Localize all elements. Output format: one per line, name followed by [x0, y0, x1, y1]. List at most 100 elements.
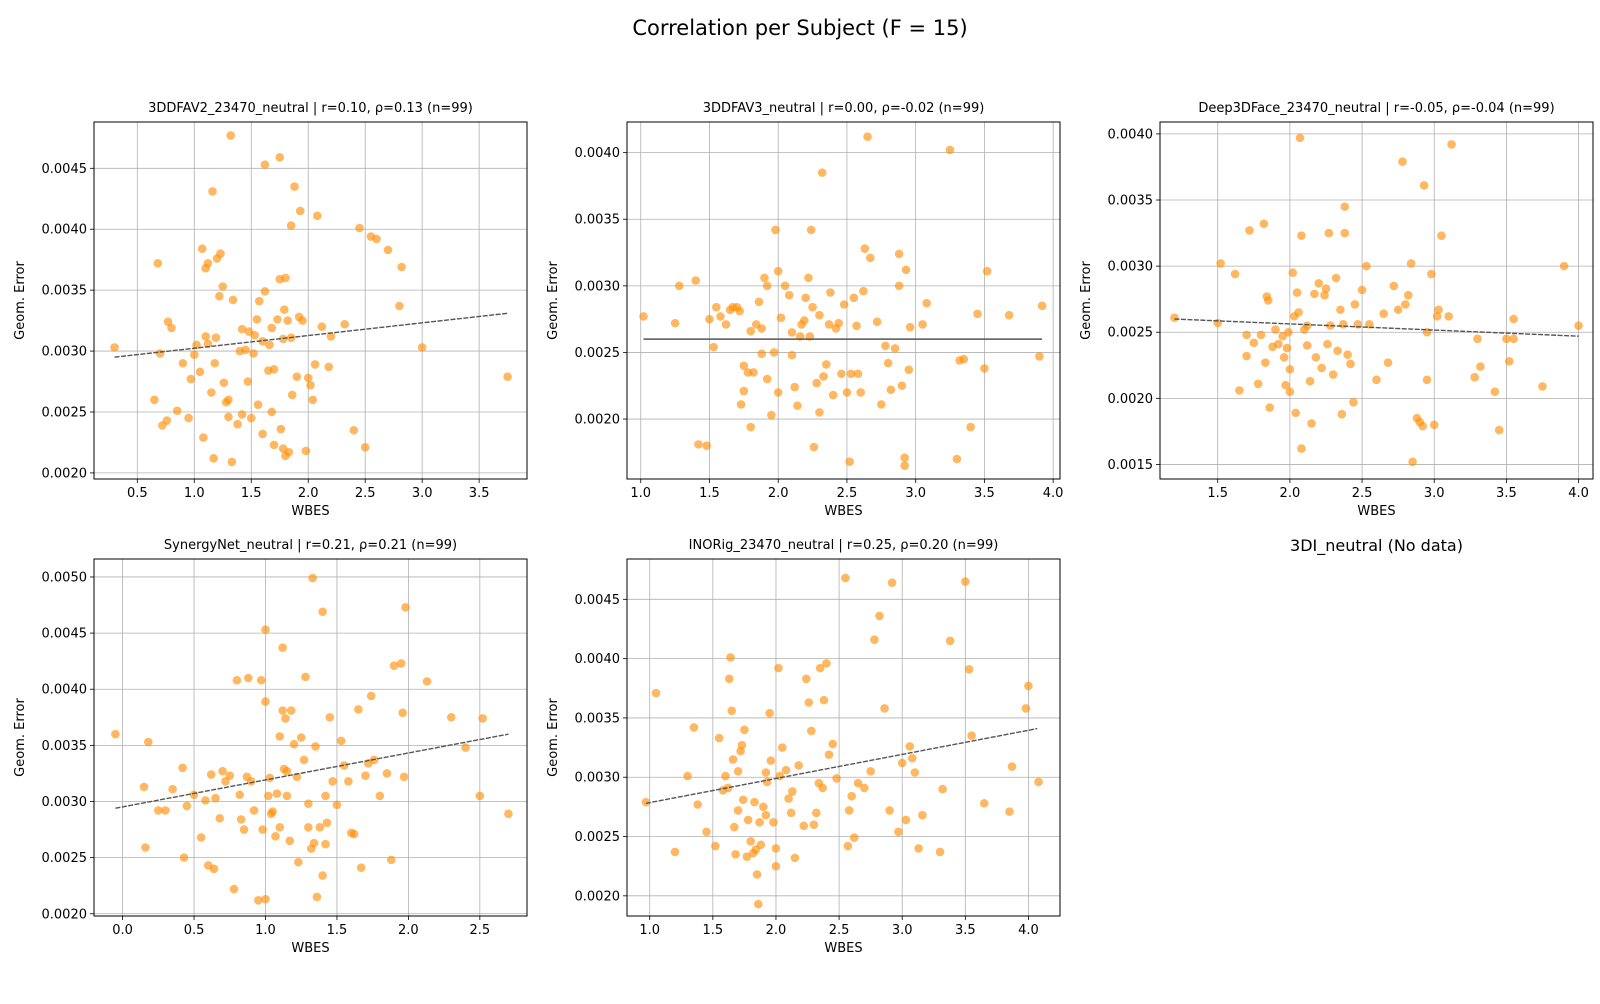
- scatter-point: [303, 373, 313, 383]
- scatter-point: [308, 573, 317, 583]
- scatter-point: [155, 349, 165, 358]
- scatter-point: [771, 861, 781, 871]
- x-tick-label: 3.0: [1424, 486, 1445, 501]
- figure-title: Correlation per Subject (F = 15): [632, 16, 968, 40]
- scatter-point: [271, 831, 280, 841]
- chart-title: 3DDFAV3_neutral | r=0.00, ρ=-0.02 (n=99): [703, 101, 985, 116]
- scatter-point: [1302, 321, 1312, 330]
- chart-panel-3: 1.5 2.0 2.5 3.0 3.5 4.0 0.0015 0.0020 0.0025 0.00…: [1079, 101, 1594, 519]
- x-tick-label: 4.0: [1043, 486, 1064, 501]
- x-axis-label: WBES: [824, 941, 862, 956]
- scatter-point: [301, 446, 311, 456]
- scatter-point: [826, 288, 835, 297]
- scatter-point: [328, 776, 337, 786]
- scatter-point: [886, 385, 896, 395]
- scatter-point: [201, 796, 210, 805]
- y-axis-label: Geom. Error: [546, 698, 561, 777]
- scatter-point: [389, 661, 399, 670]
- x-tick-label: 3.5: [1496, 486, 1517, 501]
- scatter-point: [1362, 261, 1371, 271]
- scatter-point: [260, 287, 270, 296]
- scatter-point: [317, 322, 327, 331]
- scatter-point: [1502, 334, 1511, 344]
- scatter-point: [887, 578, 897, 588]
- scatter-point: [822, 360, 831, 369]
- scatter-point: [1004, 310, 1014, 320]
- scatter-point: [279, 305, 289, 314]
- scatter-point: [755, 818, 764, 827]
- scatter-point: [890, 344, 900, 353]
- scatter-point: [837, 369, 846, 379]
- scatter-point: [790, 853, 800, 863]
- scatter-point: [261, 625, 270, 635]
- x-tick-label: 2.5: [469, 923, 490, 938]
- scatter-point: [310, 360, 320, 369]
- scatter-point: [742, 852, 752, 861]
- scatter-point: [1230, 269, 1240, 279]
- scatter-point: [809, 820, 819, 829]
- scatter-point: [203, 259, 213, 268]
- scatter-point: [211, 793, 220, 803]
- scatter-point: [959, 354, 969, 364]
- scatter-point: [372, 234, 381, 244]
- scatter-point: [252, 315, 262, 324]
- scatter-point: [1333, 346, 1342, 356]
- scatter-point: [478, 714, 487, 723]
- scatter-point: [1281, 380, 1290, 390]
- scatter-point: [689, 723, 699, 732]
- y-tick-label: 0.0045: [575, 593, 621, 608]
- regression-line: [114, 312, 508, 358]
- plot-frame: [93, 558, 528, 917]
- scatter-point: [1538, 382, 1547, 391]
- scatter-point: [819, 372, 828, 381]
- scatter-point: [349, 829, 359, 839]
- scatter-point: [504, 809, 513, 819]
- scatter-point: [110, 343, 119, 352]
- y-tick-label: 0.0020: [42, 907, 88, 922]
- x-axis-label: WBES: [291, 504, 329, 519]
- scatter-point: [776, 313, 786, 323]
- scatter-point: [735, 306, 745, 316]
- x-tick-label: 1.5: [699, 486, 720, 501]
- chart-title: INORig_23470_neutral | r=0.25, ρ=0.20 (n…: [689, 538, 999, 553]
- scatter-point: [287, 390, 297, 400]
- scatter-point: [842, 388, 852, 397]
- scatter-point: [973, 309, 982, 319]
- scatter-point: [727, 706, 737, 716]
- y-tick-label: 0.0040: [575, 146, 621, 161]
- scatter-point: [265, 773, 275, 783]
- y-tick-label: 0.0040: [575, 652, 621, 667]
- y-tick-label: 0.0025: [575, 830, 621, 845]
- scatter-point: [396, 659, 406, 668]
- scatter-point: [964, 665, 974, 674]
- scatter-point: [760, 273, 769, 283]
- scatter-point: [318, 607, 327, 617]
- scatter-point: [901, 265, 911, 275]
- scatter-point: [1437, 231, 1446, 241]
- scatter-point: [1282, 343, 1292, 353]
- scatter-point: [195, 367, 205, 377]
- scatter-point: [1302, 341, 1312, 350]
- scatter-point: [360, 443, 370, 452]
- scatter-point: [1339, 320, 1348, 329]
- chart-title: SynergyNet_neutral | r=0.21, ρ=0.21 (n=9…: [164, 538, 457, 553]
- scatter-point: [301, 672, 310, 682]
- scatter-point: [186, 374, 196, 384]
- scatter-point: [298, 316, 307, 325]
- scatter-point: [1005, 807, 1014, 816]
- scatter-point: [296, 733, 306, 742]
- scatter-point: [834, 318, 843, 328]
- scatter-point: [721, 771, 730, 781]
- scatter-point: [739, 361, 749, 371]
- chart-title: 3DDFAV2_23470_neutral | r=0.10, ρ=0.13 (…: [148, 101, 473, 116]
- scatter-point: [189, 790, 199, 800]
- scatter-point: [210, 358, 220, 368]
- scatter-point: [1364, 320, 1374, 329]
- scatter-point: [226, 131, 236, 140]
- scatter-point: [355, 223, 364, 233]
- scatter-point: [184, 413, 193, 423]
- scatter-point: [787, 328, 797, 337]
- scatter-point: [771, 225, 780, 235]
- y-tick-label: 0.0040: [1108, 127, 1154, 142]
- y-tick-label: 0.0035: [575, 213, 621, 228]
